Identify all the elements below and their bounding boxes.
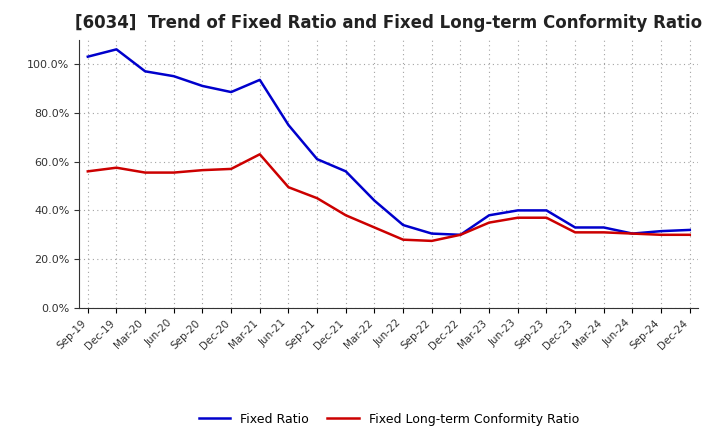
Fixed Long-term Conformity Ratio (399, 237, 408, 242)
Fixed Ratio (227, 89, 235, 95)
Fixed Ratio (312, 157, 321, 162)
Fixed Ratio (628, 231, 636, 236)
Fixed Long-term Conformity Ratio (227, 166, 235, 172)
Fixed Long-term Conformity Ratio (341, 213, 350, 218)
Fixed Long-term Conformity Ratio (685, 232, 694, 238)
Fixed Ratio (256, 77, 264, 82)
Fixed Ratio (169, 73, 178, 79)
Fixed Long-term Conformity Ratio (600, 230, 608, 235)
Fixed Ratio (399, 222, 408, 227)
Fixed Long-term Conformity Ratio (312, 195, 321, 201)
Fixed Ratio (485, 213, 493, 218)
Fixed Ratio (141, 69, 150, 74)
Fixed Ratio (341, 169, 350, 174)
Fixed Long-term Conformity Ratio (112, 165, 121, 170)
Fixed Ratio (198, 83, 207, 88)
Fixed Ratio (657, 228, 665, 234)
Fixed Ratio (542, 208, 551, 213)
Fixed Long-term Conformity Ratio (657, 232, 665, 238)
Title: [6034]  Trend of Fixed Ratio and Fixed Long-term Conformity Ratio: [6034] Trend of Fixed Ratio and Fixed Lo… (75, 15, 703, 33)
Fixed Ratio (456, 232, 465, 238)
Fixed Long-term Conformity Ratio (513, 215, 522, 220)
Fixed Ratio (685, 227, 694, 233)
Fixed Long-term Conformity Ratio (628, 231, 636, 236)
Fixed Long-term Conformity Ratio (284, 185, 293, 190)
Fixed Ratio (112, 47, 121, 52)
Fixed Ratio (571, 225, 580, 230)
Fixed Ratio (600, 225, 608, 230)
Fixed Ratio (428, 231, 436, 236)
Fixed Long-term Conformity Ratio (141, 170, 150, 175)
Fixed Long-term Conformity Ratio (370, 225, 379, 230)
Fixed Long-term Conformity Ratio (571, 230, 580, 235)
Fixed Long-term Conformity Ratio (169, 170, 178, 175)
Fixed Long-term Conformity Ratio (456, 232, 465, 238)
Legend: Fixed Ratio, Fixed Long-term Conformity Ratio: Fixed Ratio, Fixed Long-term Conformity … (194, 407, 584, 431)
Line: Fixed Long-term Conformity Ratio: Fixed Long-term Conformity Ratio (88, 154, 690, 241)
Fixed Long-term Conformity Ratio (428, 238, 436, 244)
Line: Fixed Ratio: Fixed Ratio (88, 49, 690, 235)
Fixed Ratio (284, 122, 293, 128)
Fixed Long-term Conformity Ratio (542, 215, 551, 220)
Fixed Long-term Conformity Ratio (198, 168, 207, 173)
Fixed Long-term Conformity Ratio (84, 169, 92, 174)
Fixed Ratio (84, 54, 92, 59)
Fixed Ratio (513, 208, 522, 213)
Fixed Ratio (370, 198, 379, 203)
Fixed Long-term Conformity Ratio (256, 152, 264, 157)
Fixed Long-term Conformity Ratio (485, 220, 493, 225)
